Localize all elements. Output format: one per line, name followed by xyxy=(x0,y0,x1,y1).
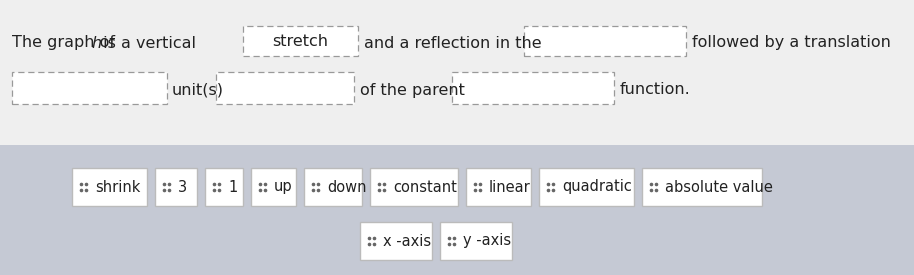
Text: of the parent: of the parent xyxy=(360,82,465,98)
Text: unit(s): unit(s) xyxy=(172,82,224,98)
Bar xyxy=(642,168,762,206)
Text: stretch: stretch xyxy=(272,34,328,48)
Text: function.: function. xyxy=(620,82,691,98)
Bar xyxy=(0,0,914,145)
Text: quadratic: quadratic xyxy=(562,180,632,194)
Text: up: up xyxy=(274,180,292,194)
Bar xyxy=(12,72,167,104)
Bar xyxy=(452,72,614,104)
Text: 3: 3 xyxy=(178,180,187,194)
Text: h: h xyxy=(91,35,101,51)
Text: down: down xyxy=(327,180,367,194)
Text: 1: 1 xyxy=(228,180,238,194)
Bar xyxy=(205,168,243,206)
Bar xyxy=(216,72,354,104)
Bar xyxy=(360,222,432,260)
Text: shrink: shrink xyxy=(95,180,141,194)
Text: absolute value: absolute value xyxy=(665,180,773,194)
Text: constant: constant xyxy=(393,180,457,194)
Bar xyxy=(304,168,362,206)
Bar xyxy=(524,26,686,56)
Bar xyxy=(466,168,531,206)
Bar xyxy=(0,145,914,275)
Text: is a vertical: is a vertical xyxy=(98,35,196,51)
Bar xyxy=(72,168,147,206)
Text: followed by a translation: followed by a translation xyxy=(692,35,891,51)
Bar xyxy=(251,168,296,206)
Bar xyxy=(370,168,458,206)
Text: y -axis: y -axis xyxy=(463,233,511,249)
Bar xyxy=(539,168,634,206)
Bar xyxy=(155,168,197,206)
Text: The graph of: The graph of xyxy=(12,35,120,51)
Text: and a reflection in the: and a reflection in the xyxy=(364,35,542,51)
Bar xyxy=(440,222,512,260)
Bar xyxy=(243,26,358,56)
Text: linear: linear xyxy=(489,180,531,194)
Text: x -axis: x -axis xyxy=(383,233,431,249)
